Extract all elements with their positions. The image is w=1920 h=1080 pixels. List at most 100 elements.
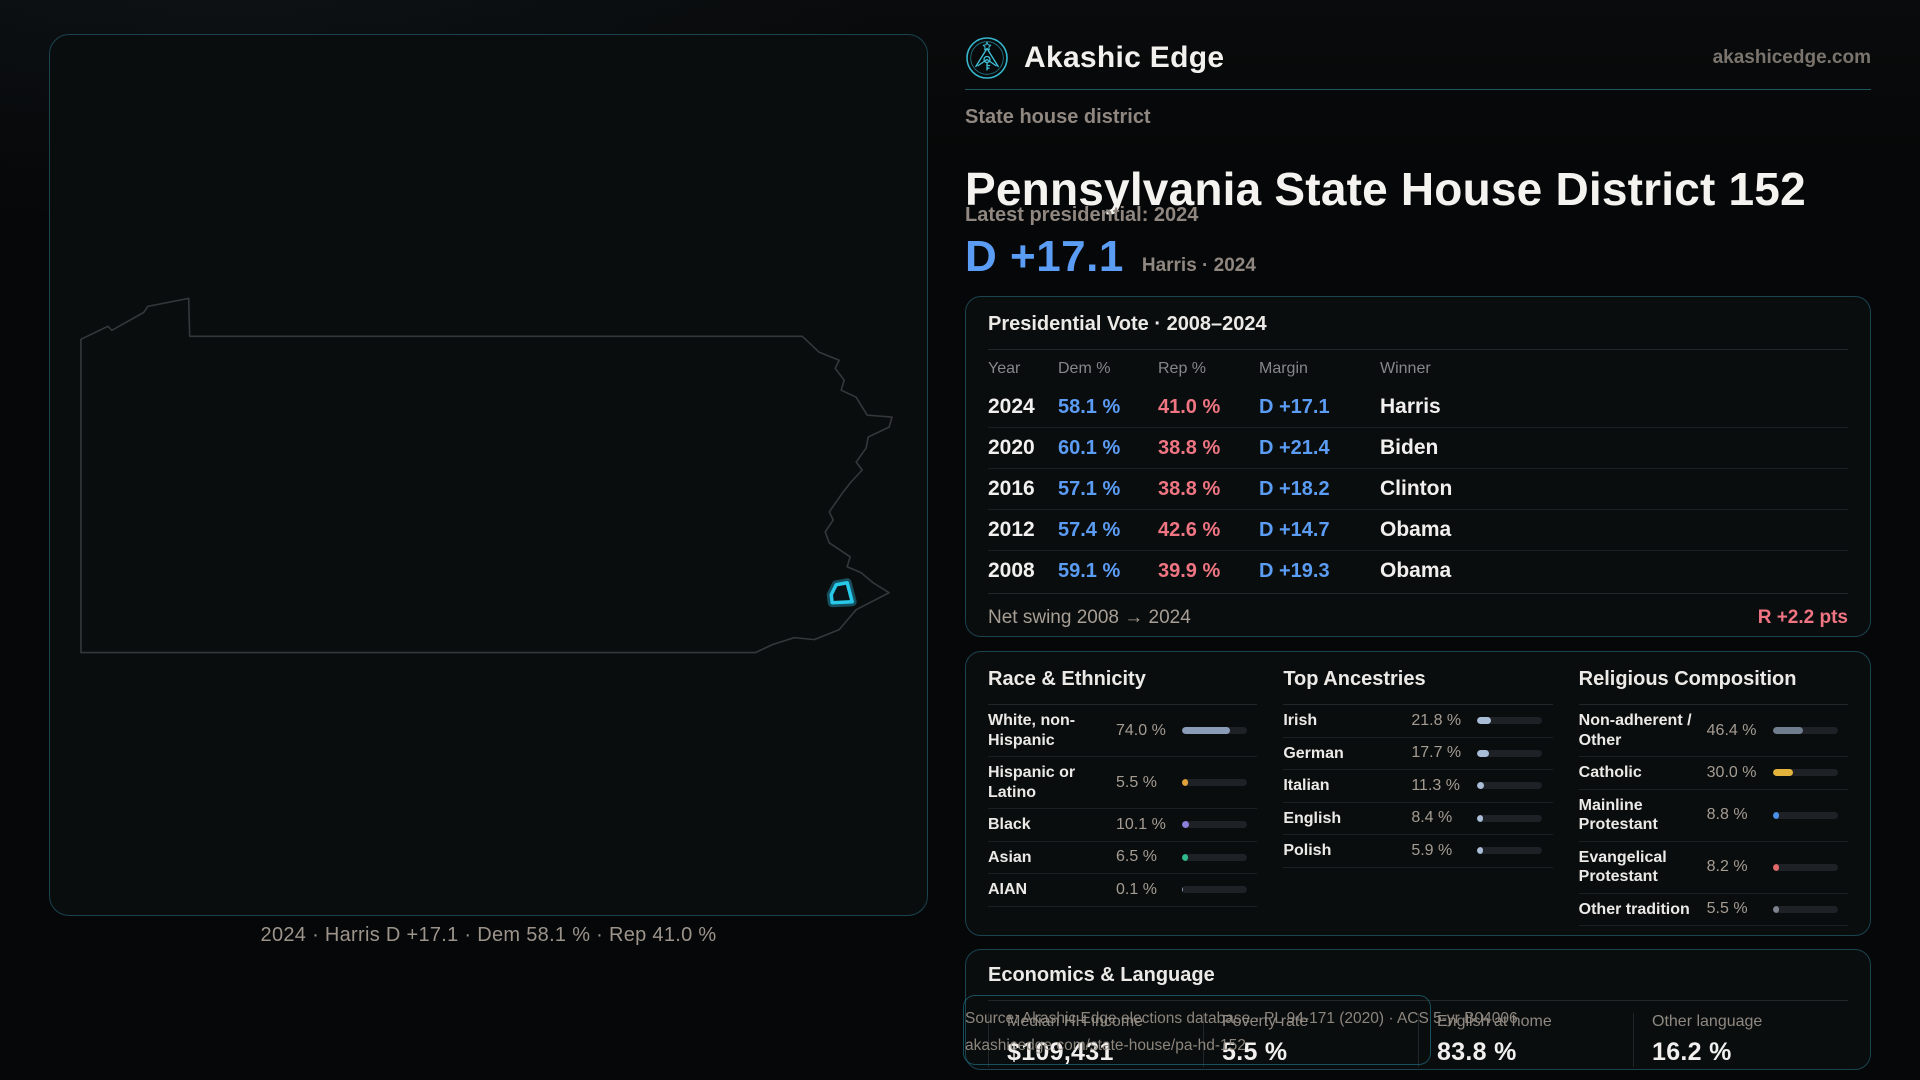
stat-label: Other tradition [1578,900,1690,918]
stat-bar-fill [1772,769,1793,777]
presidential-vote-title: Presidential Vote · 2008–2024 [988,313,1848,350]
table-header-row: Year Dem % Rep % Margin Winner [988,350,1848,387]
stat-bar [1772,811,1838,819]
app-header: Akashic Edge akashicedge.com [965,34,1871,82]
econ-stat-label: Other language [1652,1013,1763,1030]
table-row: 2012 57.4 % 42.6 % D +14.7 Obama [988,509,1848,550]
stat-label: English [1283,809,1342,827]
stat-bar-fill [1182,779,1188,787]
source-footer-text: Source: Akashic Edge elections database … [965,1005,1518,1059]
col-header-rep: Rep % [1158,360,1207,377]
ancestries-title: Top Ancestries [1283,668,1553,705]
race-ethnicity-title: Race & Ethnicity [988,668,1258,705]
stat-bar [1182,779,1247,787]
stat-value: 11.3 % [1411,776,1460,794]
cell-margin: D +17.1 [1259,395,1330,418]
stat-bar [1182,853,1247,861]
stat-value: 0.1 % [1116,880,1157,898]
cell-rep-pct: 38.8 % [1158,436,1221,459]
latest-presidential-label: Latest presidential: 2024 [965,204,1199,226]
stat-bar-fill [1772,863,1779,871]
cell-rep-pct: 41.0 % [1158,395,1221,418]
stat-bar-fill [1182,727,1230,735]
table-row: 2024 58.1 % 41.0 % D +17.1 Harris [988,387,1848,427]
stat-label: AIAN [988,881,1028,899]
stat-row: Asian 6.5 % [988,842,1258,875]
stat-row: German 17.7 % [1283,738,1553,771]
stat-row: Polish 5.9 % [1283,835,1553,868]
stat-row: Black 10.1 % [988,809,1258,842]
cell-year: 2024 [988,395,1035,418]
economics-stats: Median HH income $109,431 Poverty rate 5… [988,1013,1848,1067]
stat-value: 5.5 % [1116,773,1157,791]
race-ethnicity-column: Race & Ethnicity White, non-Hispanic 74.… [988,668,1258,926]
brand-name: Akashic Edge [1024,41,1225,74]
stat-bar [1182,886,1247,894]
stat-row: Hispanic or Latino 5.5 % [988,757,1258,810]
cell-margin: D +19.3 [1259,559,1330,582]
econ-stat-value: $109,431 [1007,1038,1114,1066]
table-row: 2008 59.1 % 39.9 % D +19.3 Obama [988,550,1848,591]
stat-row: Non-adherent / Other 46.4 % [1578,705,1848,758]
econ-stat: English at home 83.8 % [1418,1013,1633,1067]
state-outline [80,297,893,654]
econ-stat: Poverty rate 5.5 % [1203,1013,1418,1067]
cell-margin: D +18.2 [1259,477,1330,500]
econ-stat-label: Median HH income [1007,1013,1144,1030]
district-highlight[interactable] [829,581,854,605]
pennsylvania-map [80,297,893,654]
source-line: Source: Akashic Edge elections database … [965,1010,1518,1027]
religion-column: Religious Composition Non-adherent / Oth… [1578,668,1848,927]
stat-value: 6.5 % [1116,848,1157,866]
table-row: 2016 57.1 % 38.8 % D +18.2 Clinton [988,468,1848,509]
stat-bar [1772,863,1838,871]
cell-winner: Biden [1380,436,1439,459]
stat-bar-fill [1477,749,1490,757]
religion-rows: Non-adherent / Other 46.4 % Catholic 30.… [1578,705,1848,927]
stat-row: English 8.4 % [1283,803,1553,836]
site-domain-link[interactable]: akashicedge.com [1712,47,1871,68]
headline-margin-context: Harris · 2024 [1141,255,1256,276]
stat-value: 8.4 % [1411,809,1453,827]
table-body: 2024 58.1 % 41.0 % D +17.1 Harris 2020 6… [988,387,1848,591]
stat-label: Polish [1283,842,1332,860]
cell-dem-pct: 59.1 % [1058,559,1121,582]
stat-bar [1772,769,1838,777]
stat-row: Other tradition 5.5 % [1578,894,1848,927]
religion-title: Religious Composition [1578,668,1848,705]
col-header-winner: Winner [1380,360,1431,377]
econ-stat: Median HH income $109,431 [988,1013,1203,1067]
stat-bar-fill [1182,886,1183,894]
stat-bar-fill [1772,905,1779,913]
stat-value: 8.2 % [1706,858,1748,876]
stat-bar [1182,727,1247,735]
stat-label: Mainline Protestant [1578,796,1658,834]
cell-margin: D +14.7 [1259,518,1330,541]
stat-bar [1477,717,1543,725]
cell-winner: Clinton [1380,477,1453,500]
source-url-link[interactable]: akashicedge.com/state-house/pa-hd-152 [965,1037,1246,1055]
stat-value: 8.8 % [1706,806,1748,824]
net-swing-label: Net swing 2008 → 2024 [988,607,1191,628]
page-title: Pennsylvania State House District 152 [965,162,1806,215]
econ-stat-label: English at home [1437,1013,1552,1030]
stat-value: 17.7 % [1411,744,1462,762]
header-divider [965,89,1871,90]
stat-label: Non-adherent / Other [1578,712,1692,749]
ancestries-rows: Irish 21.8 % German 17.7 % Italian [1283,705,1553,868]
table-row: 2020 60.1 % 38.8 % D +21.4 Biden [988,427,1848,468]
stat-label: German [1283,744,1344,762]
stat-bar [1477,749,1543,757]
stat-bar-fill [1477,814,1484,822]
stat-bar [1477,782,1543,790]
cell-winner: Obama [1380,518,1452,541]
stat-row: Mainline Protestant 8.8 % [1578,790,1848,842]
district-map-panel [49,34,928,916]
stat-label: Evangelical Protestant [1578,848,1667,886]
cell-year: 2012 [988,518,1035,541]
stat-value: 74.0 % [1116,721,1166,739]
stat-bar-fill [1477,717,1492,725]
stat-row: AIAN 0.1 % [988,874,1258,907]
stat-bar-fill [1772,811,1779,819]
